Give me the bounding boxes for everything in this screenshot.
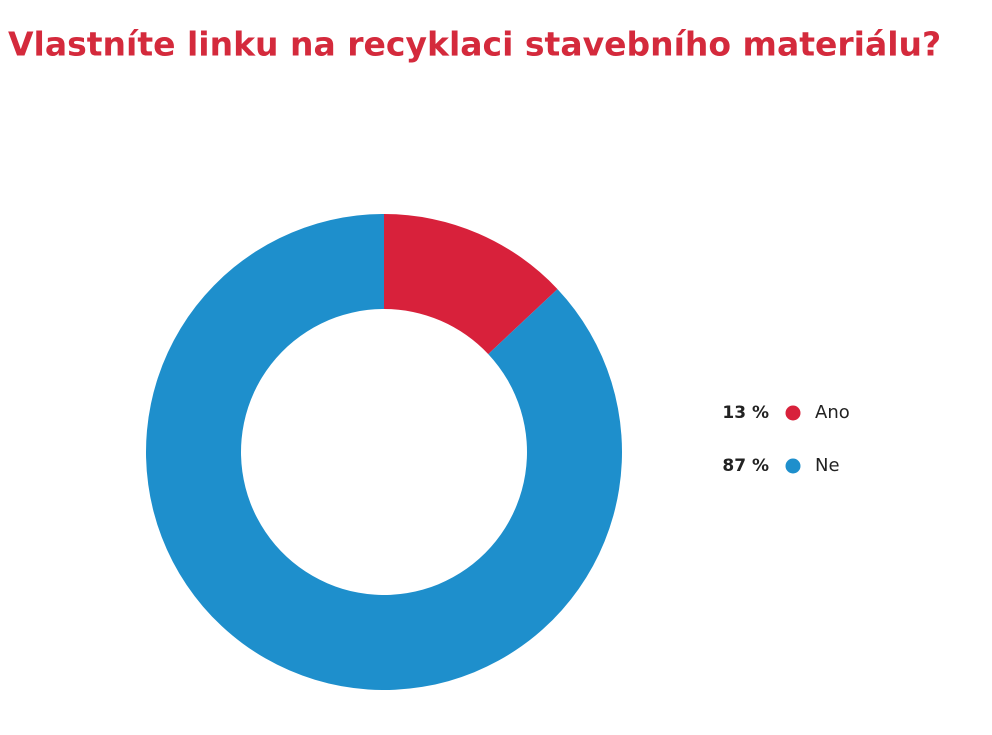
donut-slice bbox=[384, 214, 558, 355]
legend-dot bbox=[785, 405, 801, 421]
chart-title: Vlastníte linku na recyklaci stavebního … bbox=[8, 25, 941, 64]
donut-slice bbox=[145, 214, 623, 690]
legend-dot bbox=[785, 458, 801, 474]
legend-label: Ne bbox=[815, 455, 840, 476]
legend-value: 87 % bbox=[722, 456, 769, 476]
legend-label: Ano bbox=[815, 402, 850, 423]
legend-value: 13 % bbox=[722, 403, 769, 423]
